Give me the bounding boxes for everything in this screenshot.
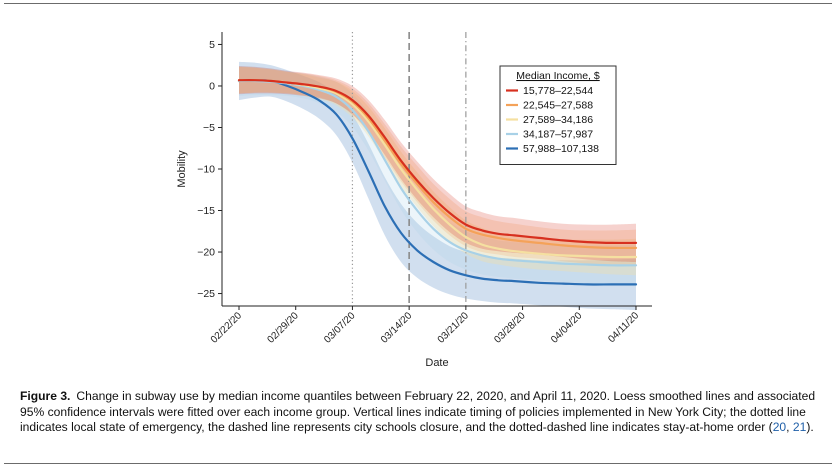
- legend: Median Income, $ 15,778–22,544 22,545–27,5…: [499, 65, 617, 165]
- legend-box: [499, 65, 617, 165]
- mobility-line-chart: 5 0 −5 −10 −15 −20 −25 02/22/20 02/29/20 03/07/20…: [176, 32, 652, 369]
- caption-separator: ,: [786, 420, 793, 435]
- x-tick-label: 04/11/20: [606, 310, 641, 345]
- y-tick-label: −15: [197, 205, 215, 217]
- reference-link-21[interactable]: 21: [792, 420, 807, 435]
- x-tick-label: 03/21/20: [436, 310, 472, 346]
- series-lines: [237, 79, 638, 286]
- confidence-band-2: [239, 66, 636, 267]
- x-axis-title: Date: [425, 357, 448, 369]
- figure-caption: Figure 3. Change in subway use by median …: [20, 389, 820, 436]
- y-tick-label: 0: [209, 80, 215, 92]
- caption-text: Change in subway use by median income qu…: [20, 389, 816, 435]
- y-tick-label: 5: [209, 39, 215, 51]
- figure-label: Figure 3.: [20, 389, 71, 403]
- x-tick-label: 03/14/20: [379, 310, 415, 346]
- legend-label-4: 34,187–57,987: [523, 129, 593, 141]
- legend-title: Median Income, $: [516, 70, 600, 82]
- x-tick-label: 03/07/20: [322, 310, 358, 346]
- y-tick-label: −5: [203, 122, 215, 134]
- policy-lines: [351, 32, 467, 306]
- confidence-band-5: [239, 61, 636, 311]
- reference-link-20[interactable]: 20: [772, 420, 787, 435]
- y-tick-label: −10: [197, 164, 215, 176]
- x-tick-label: 02/22/20: [209, 310, 245, 346]
- confidence-band-3: [239, 66, 636, 276]
- series-line-1: [237, 79, 638, 245]
- bottom-rule: [4, 463, 832, 464]
- series-line-5: [237, 79, 638, 286]
- x-tick-label: 02/29/20: [266, 310, 302, 346]
- top-rule: [4, 3, 832, 4]
- x-tick-label: 04/04/20: [549, 310, 585, 346]
- legend-label-1: 15,778–22,544: [523, 85, 593, 97]
- y-axis-title: Mobility: [176, 150, 188, 188]
- x-tick-label: 03/28/20: [492, 310, 528, 346]
- y-tick-label: −25: [197, 288, 215, 300]
- legend-label-2: 22,545–27,588: [523, 100, 593, 112]
- y-tick-label: −20: [197, 247, 215, 259]
- caption-end: ).: [806, 420, 814, 435]
- legend-label-5: 57,988–107,138: [523, 143, 599, 155]
- legend-label-3: 27,589–34,186: [523, 114, 593, 126]
